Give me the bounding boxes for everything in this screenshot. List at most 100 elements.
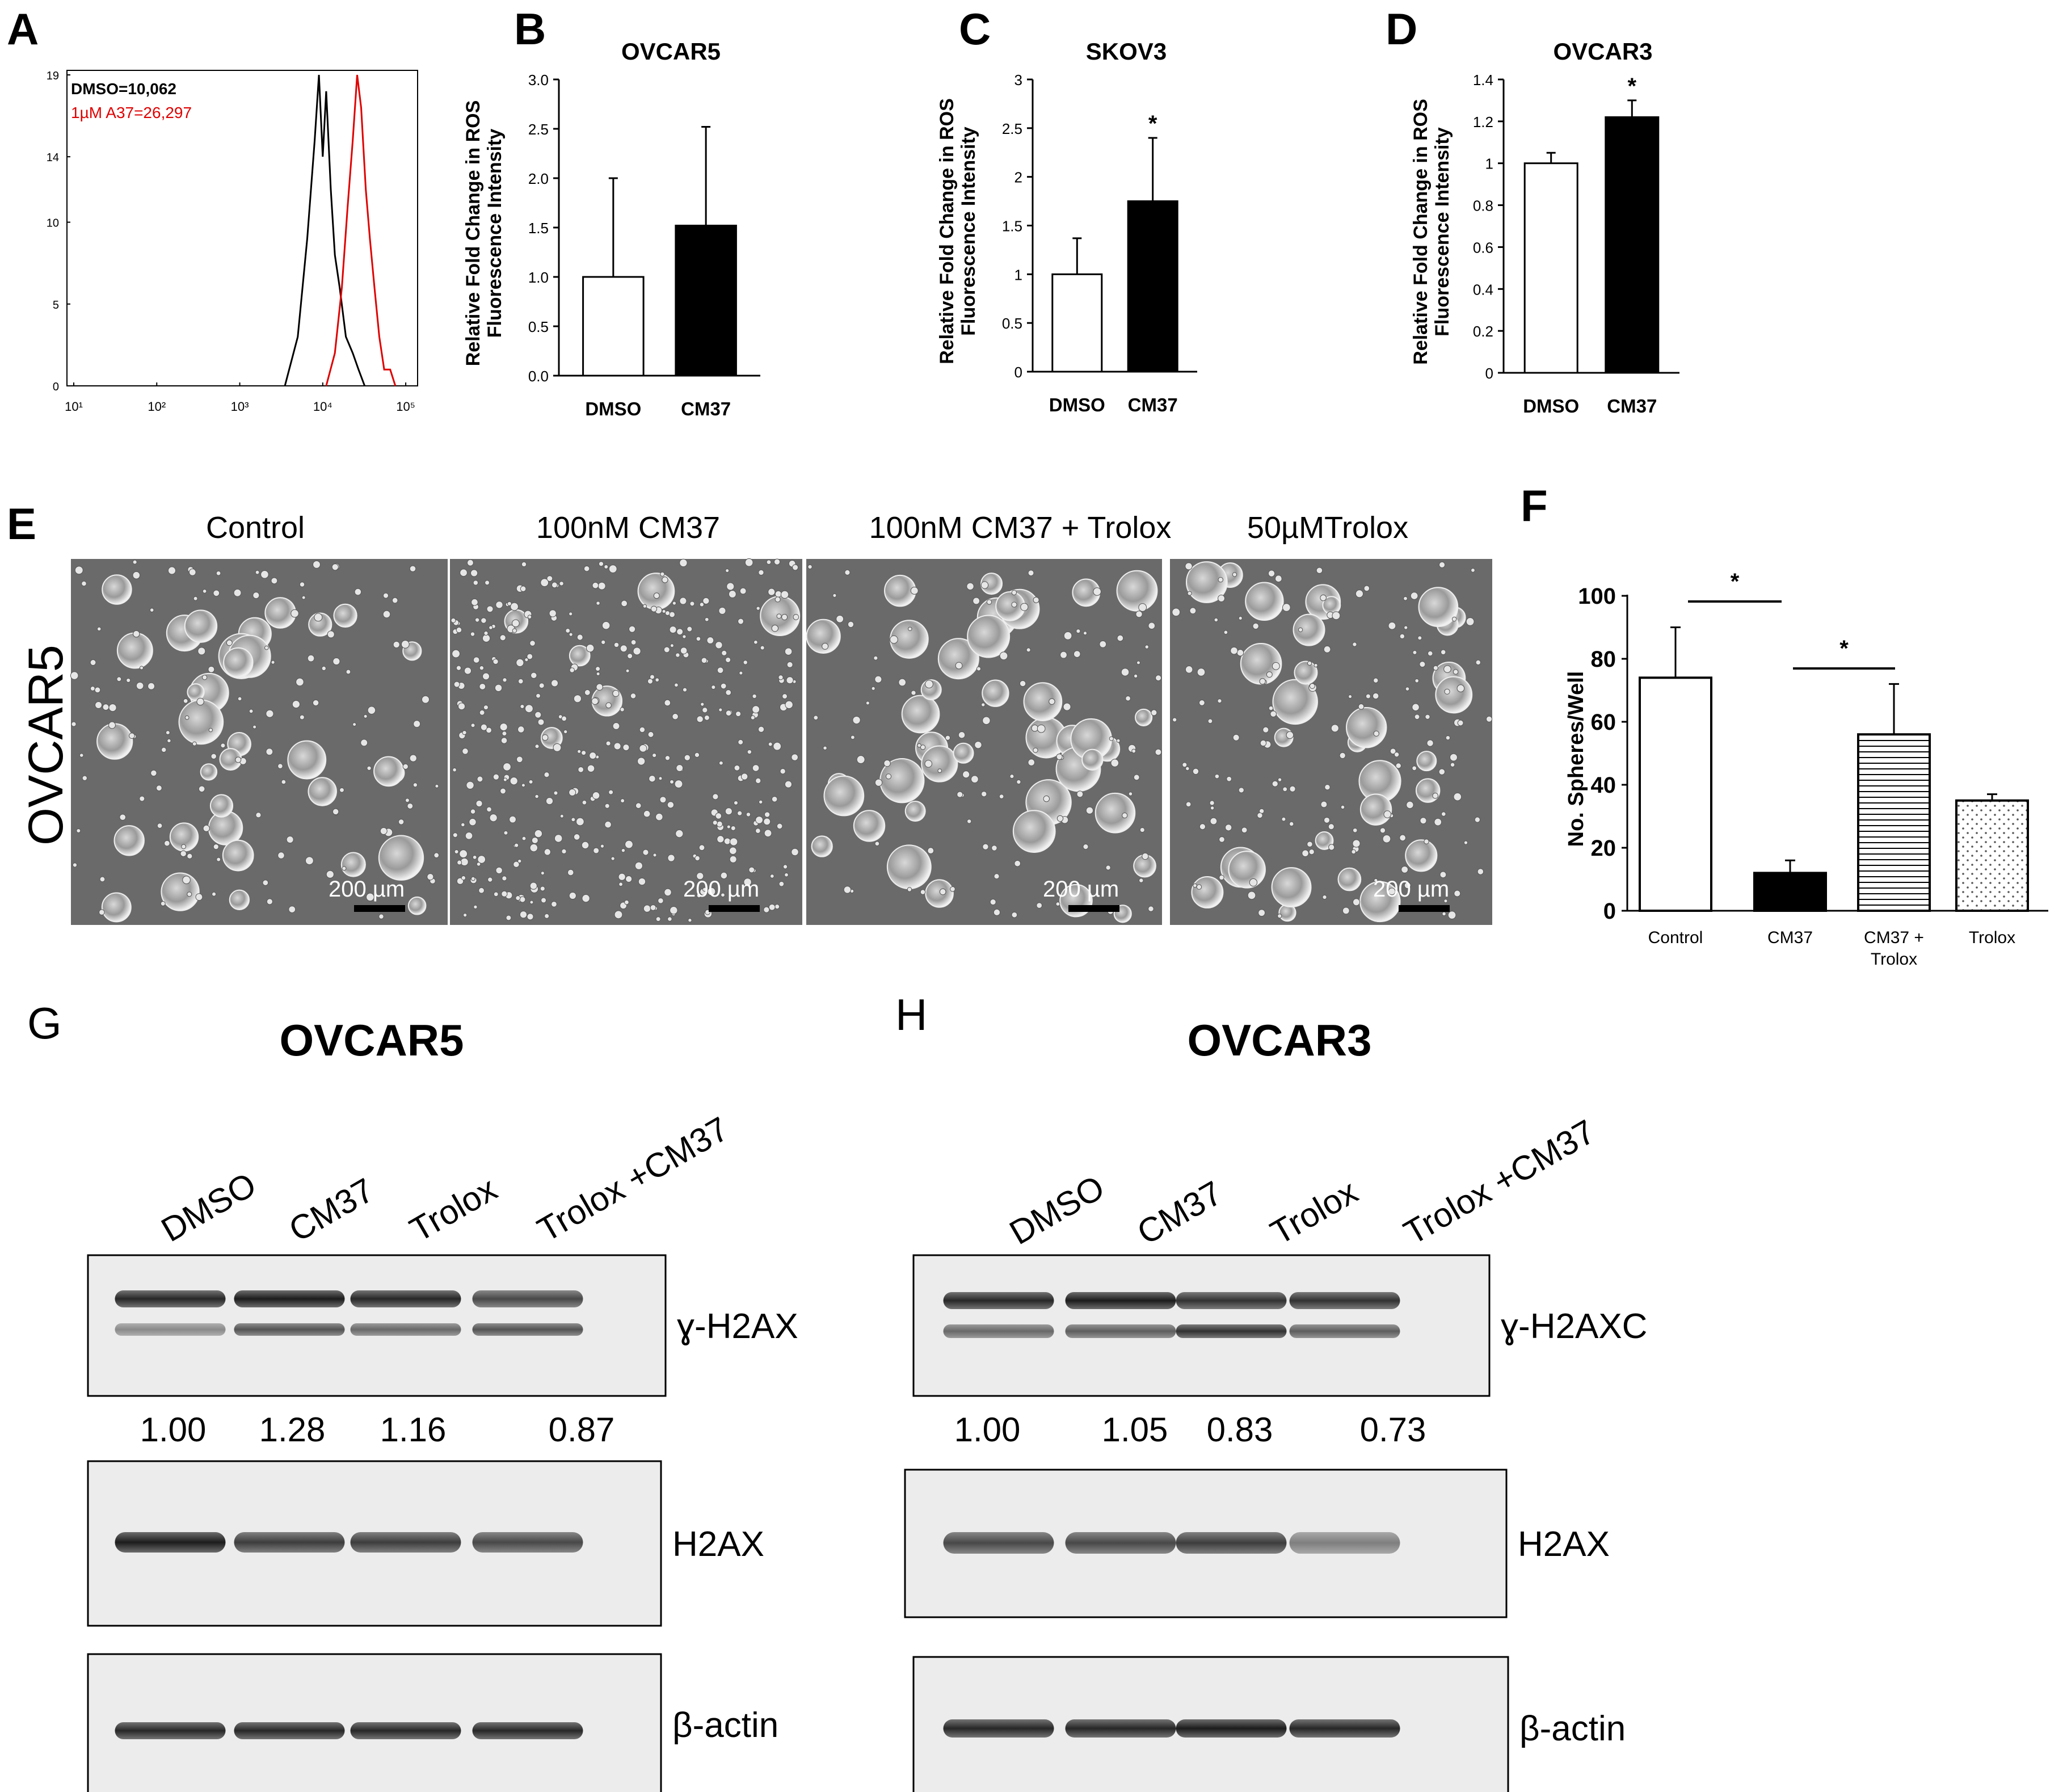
single-cell [461,875,466,881]
single-cell [712,820,718,826]
western-blot-ovcar3: OVCAR3 DMSO CM37 Trolox Trolox +CM37 ɣ-H2AXC… [904,1015,1647,1792]
single-cell [208,727,213,733]
single-cell [116,676,122,682]
single-cell [514,843,519,848]
single-cell [652,853,657,857]
single-cell [193,596,198,601]
single-cell [1185,801,1192,807]
single-cell [986,599,992,605]
single-cell [927,847,934,855]
category-label: CM37 [1767,928,1813,947]
single-cell [791,754,799,761]
sphere-image-0: 200 µm [70,559,448,925]
single-cell [856,755,865,764]
cell-sphere [1294,661,1318,685]
cell-sphere [1337,867,1362,891]
single-cell [569,612,573,616]
single-cell [1282,786,1288,792]
single-cell [1352,839,1361,848]
single-cell [780,768,786,775]
single-cell [755,777,761,784]
single-cell [718,760,723,765]
bar-cm37 [675,225,737,377]
single-cell [281,779,287,785]
single-cell [720,683,727,689]
single-cell [409,754,417,762]
single-cell [520,704,525,709]
single-cell [586,643,595,653]
single-cell [664,888,672,897]
single-cell [94,687,101,693]
single-cell [212,891,217,897]
single-cell [750,715,755,720]
single-cell [1466,617,1475,626]
single-cell [502,678,507,683]
single-cell [659,796,667,804]
single-cell [1340,805,1345,810]
single-cell [711,684,716,690]
y-axis-label-line1: Relative Fold Change in ROS [462,100,484,367]
single-cell [95,701,103,709]
single-cell [730,826,736,831]
single-cell [780,590,789,599]
single-cell [271,577,278,584]
single-cell [725,710,732,717]
single-cell [262,880,269,886]
blot-label: β-actin [1519,1709,1626,1748]
single-cell [517,678,524,684]
single-cell [595,666,601,672]
cell-sphere [1081,748,1104,771]
single-cell [1139,878,1144,883]
single-cell [1043,795,1050,802]
single-cell [534,711,542,718]
single-cell [662,609,666,613]
single-cell [1116,738,1121,743]
scale-bar-label: 200 µm [329,877,405,902]
single-cell [1379,827,1386,834]
single-cell [494,684,503,692]
single-cell [1210,806,1215,810]
cell-sphere [1191,876,1224,908]
single-cell [1272,780,1278,787]
single-cell [729,847,737,855]
single-cell [1352,827,1358,833]
y-tick-label: 1 [1014,266,1022,283]
single-cell [203,825,210,832]
single-cell [1289,785,1296,792]
single-cell [470,809,476,814]
single-cell [976,666,982,671]
lane-label: CM37 [283,1171,380,1249]
single-cell [1185,562,1193,570]
single-cell [1277,914,1282,919]
single-cell [1331,724,1339,733]
single-cell [139,666,144,670]
single-cell [1403,596,1408,601]
single-cell [1404,882,1411,889]
single-cell [305,856,314,865]
single-cell [1148,622,1156,630]
single-cell [720,872,728,880]
single-cell [1219,874,1224,881]
single-cell [1155,748,1162,756]
y-tick-label: 0 [1485,365,1493,382]
single-cell [776,613,782,619]
single-cell [165,730,170,735]
single-cell [605,741,611,746]
single-cell [492,658,499,665]
single-cell [1420,817,1427,825]
single-cell [1223,630,1228,635]
single-cell [413,720,421,728]
cell-sphere [1228,851,1266,889]
cell-sphere [1405,839,1438,872]
single-cell [157,823,163,828]
single-cell [313,560,321,569]
single-cell [435,784,439,788]
single-cell [1217,699,1222,704]
single-cell [630,693,637,699]
panel-label-f: F [1521,481,1548,531]
single-cell [192,741,197,746]
scale-bar-label: 200 µm [683,877,759,902]
single-cell [596,672,600,676]
flow-y-tick-label: 14 [47,152,59,164]
single-cell [571,817,576,822]
